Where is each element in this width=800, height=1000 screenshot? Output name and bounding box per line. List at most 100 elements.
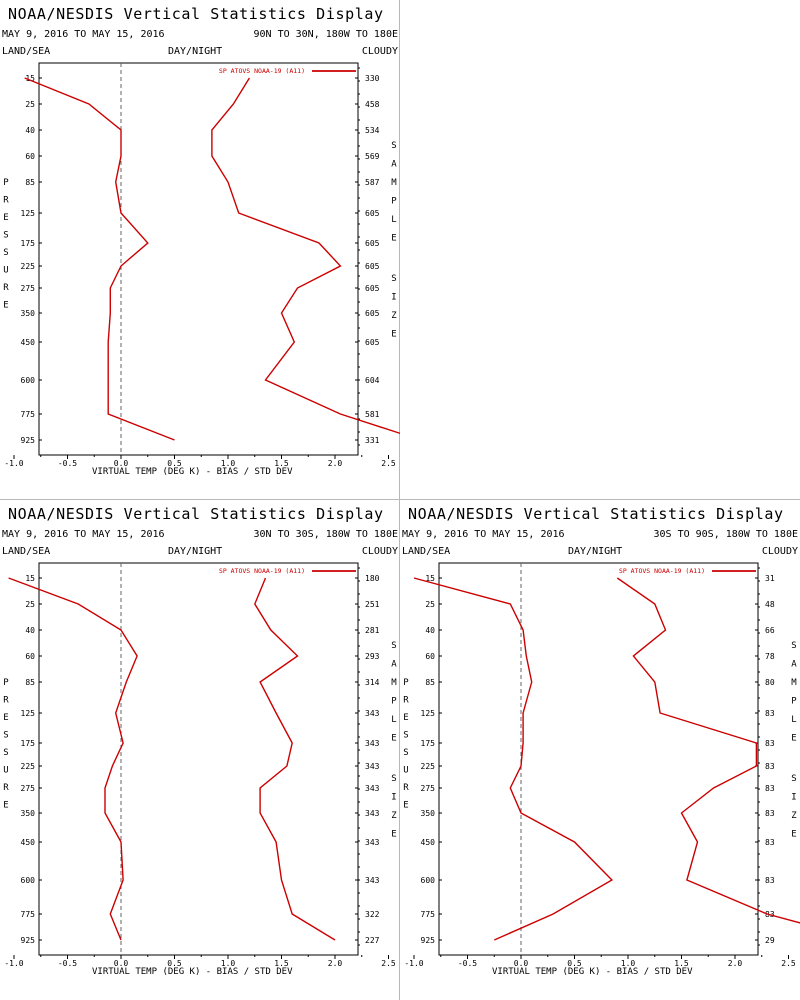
sample-size-label: 314 [365, 678, 380, 687]
pressure-axis-letter: P [403, 678, 409, 688]
land-sea-label: LAND/SEA [402, 546, 451, 557]
pressure-tick-label: 925 [21, 436, 36, 445]
sample-size-label: 83 [765, 838, 775, 847]
chart-tropics: 15 180 25 251 40 281 60 293 85 314 125 343 175 343 225… [3, 562, 397, 968]
pressure-tick-label: 40 [25, 126, 35, 135]
x-tick-label: -0.5 [458, 959, 477, 968]
sample-size-label: 605 [365, 309, 380, 318]
pressure-tick-label: 450 [421, 838, 436, 847]
cloudy-label: CLOUDY [361, 546, 398, 557]
cloudy-label: CLOUDY [361, 46, 398, 57]
x-tick-label: 0.5 [167, 959, 182, 968]
sample-size-axis-letter: A [791, 660, 797, 670]
pressure-tick-label: 600 [421, 876, 436, 885]
x-tick-label: 1.0 [221, 959, 236, 968]
day-night-label: DAY/NIGHT [168, 46, 223, 57]
x-tick-label: 0.0 [514, 959, 529, 968]
x-axis-label: VIRTUAL TEMP (DEG K) - BIAS / STD DEV [92, 967, 293, 977]
pressure-tick-label: 225 [21, 262, 36, 271]
cloudy-label: CLOUDY [761, 546, 798, 557]
pressure-axis-letter: R [3, 696, 9, 706]
pressure-axis-letter: E [403, 713, 408, 723]
pressure-tick-label: 125 [421, 709, 436, 718]
pressure-axis-letter: R [3, 196, 9, 206]
pressure-tick-label: 125 [21, 209, 36, 218]
sample-size-label: 78 [765, 652, 775, 661]
x-tick-label: -1.0 [404, 959, 423, 968]
pressure-tick-label: 60 [425, 652, 435, 661]
sample-size-axis-letter: Z [391, 311, 397, 321]
sample-size-axis-letter: M [391, 678, 397, 688]
pressure-tick-label: 600 [21, 376, 36, 385]
sample-size-axis-letter: L [791, 715, 796, 725]
sample-size-axis-letter: S [391, 641, 396, 651]
chart-south: 15 31 25 48 40 66 60 78 85 80 125 83 175 83 225 83 275 83… [403, 562, 800, 968]
sample-size-axis-letter: S [391, 774, 396, 784]
plot-frame [38, 62, 359, 456]
x-tick-label: 0.5 [167, 459, 182, 468]
sample-size-axis-letter: L [391, 715, 396, 725]
sample-size-axis-letter: M [791, 678, 797, 688]
pressure-tick-label: 40 [25, 626, 35, 635]
x-axis-label: VIRTUAL TEMP (DEG K) - BIAS / STD DEV [492, 967, 693, 977]
sample-size-axis-letter: P [391, 197, 397, 207]
pressure-axis-letter: R [403, 783, 409, 793]
pressure-axis-letter: E [3, 801, 8, 811]
pressure-tick-label: 60 [25, 152, 35, 161]
sample-size-label: 604 [365, 376, 380, 385]
vertical-divider [399, 0, 400, 1000]
sample-size-label: 251 [365, 600, 380, 609]
x-tick-label: 1.0 [621, 959, 636, 968]
sample-size-axis-letter: I [391, 293, 396, 303]
sample-size-label: 458 [365, 100, 380, 109]
sample-size-axis-letter: E [391, 734, 396, 744]
x-tick-label: 2.0 [728, 959, 743, 968]
pressure-tick-label: 775 [21, 410, 36, 419]
region-label: 30N TO 30S, 180W TO 180E [253, 529, 399, 540]
pressure-axis-letter: S [3, 231, 8, 241]
sample-size-axis-letter: A [391, 660, 397, 670]
pressure-tick-label: 600 [21, 876, 36, 885]
panel-title: NOAA/NESDIS Vertical Statistics Display [8, 505, 384, 523]
sample-size-axis-letter: E [791, 734, 796, 744]
plot-frame [38, 562, 359, 956]
horizontal-divider [0, 499, 800, 500]
sample-size-label: 331 [365, 436, 380, 445]
pressure-tick-label: 275 [21, 784, 36, 793]
pressure-tick-label: 350 [21, 809, 36, 818]
sample-size-label: 83 [765, 762, 775, 771]
pressure-axis-letter: U [403, 766, 408, 776]
pressure-axis-letter: R [3, 783, 9, 793]
sample-size-axis-letter: S [791, 641, 796, 651]
sample-size-label: 343 [365, 739, 380, 748]
sample-size-axis-letter: Z [791, 811, 797, 821]
date-range: MAY 9, 2016 TO MAY 15, 2016 [402, 529, 565, 540]
pressure-axis-letter: S [3, 248, 8, 258]
legend-label: SP ATOVS NOAA-19 (A11) [219, 67, 305, 75]
date-range: MAY 9, 2016 TO MAY 15, 2016 [2, 29, 165, 40]
pressure-tick-label: 450 [21, 838, 36, 847]
sample-size-axis-letter: Z [391, 811, 397, 821]
sample-size-axis-letter: S [391, 141, 396, 151]
x-tick-label: 1.0 [221, 459, 236, 468]
chart-north: 15 330 25 458 40 534 60 569 85 587 125 605 175 605 225… [3, 62, 400, 468]
sample-size-label: 330 [365, 74, 380, 83]
sample-size-label: 343 [365, 709, 380, 718]
x-tick-label: -1.0 [4, 959, 23, 968]
sample-size-label: 180 [365, 574, 380, 583]
sample-size-label: 605 [365, 209, 380, 218]
sample-size-label: 343 [365, 838, 380, 847]
std-dev-series-line [254, 577, 336, 941]
sample-size-label: 66 [765, 626, 775, 635]
sample-size-label: 605 [365, 239, 380, 248]
x-tick-label: 2.5 [381, 959, 396, 968]
sample-size-axis-letter: I [391, 793, 396, 803]
x-tick-label: 2.0 [328, 459, 343, 468]
region-label: 30S TO 90S, 180W TO 180E [653, 529, 799, 540]
pressure-axis-letter: S [3, 731, 8, 741]
sample-size-label: 569 [365, 152, 380, 161]
day-night-label: DAY/NIGHT [168, 546, 223, 557]
pressure-tick-label: 25 [25, 100, 35, 109]
pressure-tick-label: 85 [25, 678, 35, 687]
pressure-tick-label: 350 [421, 809, 436, 818]
